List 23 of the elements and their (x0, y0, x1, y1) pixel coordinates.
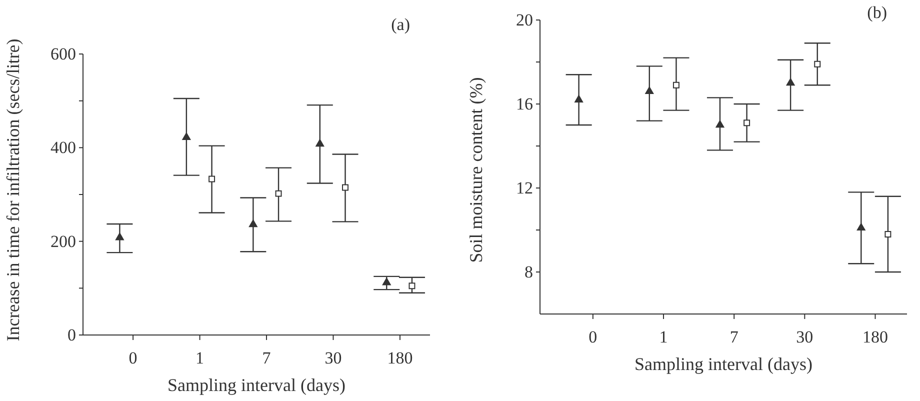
x-tick-label: 7 (262, 348, 272, 368)
x-tick-label: 0 (128, 348, 138, 368)
y-tick-label: 12 (516, 178, 533, 198)
x-axis-title: Sampling interval (days) (168, 375, 346, 395)
x-tick-label: 30 (796, 327, 814, 346)
x-tick-label: 0 (588, 327, 598, 346)
chart-title: (b) (867, 3, 887, 22)
x-tick-label: 1 (659, 327, 668, 346)
x-tick-label: 180 (862, 327, 888, 346)
y-tick-label: 20 (516, 10, 533, 30)
y-tick-label: 16 (516, 94, 533, 114)
y-axis-title: Soil moisture content (%) (466, 77, 486, 263)
y-tick-label: 400 (50, 138, 76, 158)
y-tick-label: 600 (50, 44, 76, 64)
x-axis-title: Sampling interval (days) (634, 354, 812, 374)
chart-title: (a) (391, 15, 410, 34)
y-tick-label: 200 (50, 232, 76, 251)
x-tick-label: 180 (387, 348, 413, 368)
y-tick-label: 8 (524, 262, 533, 282)
x-tick-label: 30 (324, 348, 342, 368)
x-tick-label: 1 (196, 348, 204, 368)
x-tick-label: 7 (730, 327, 739, 346)
y-axis-title: Increase in time for infiltration (secs/litre) (3, 38, 23, 342)
